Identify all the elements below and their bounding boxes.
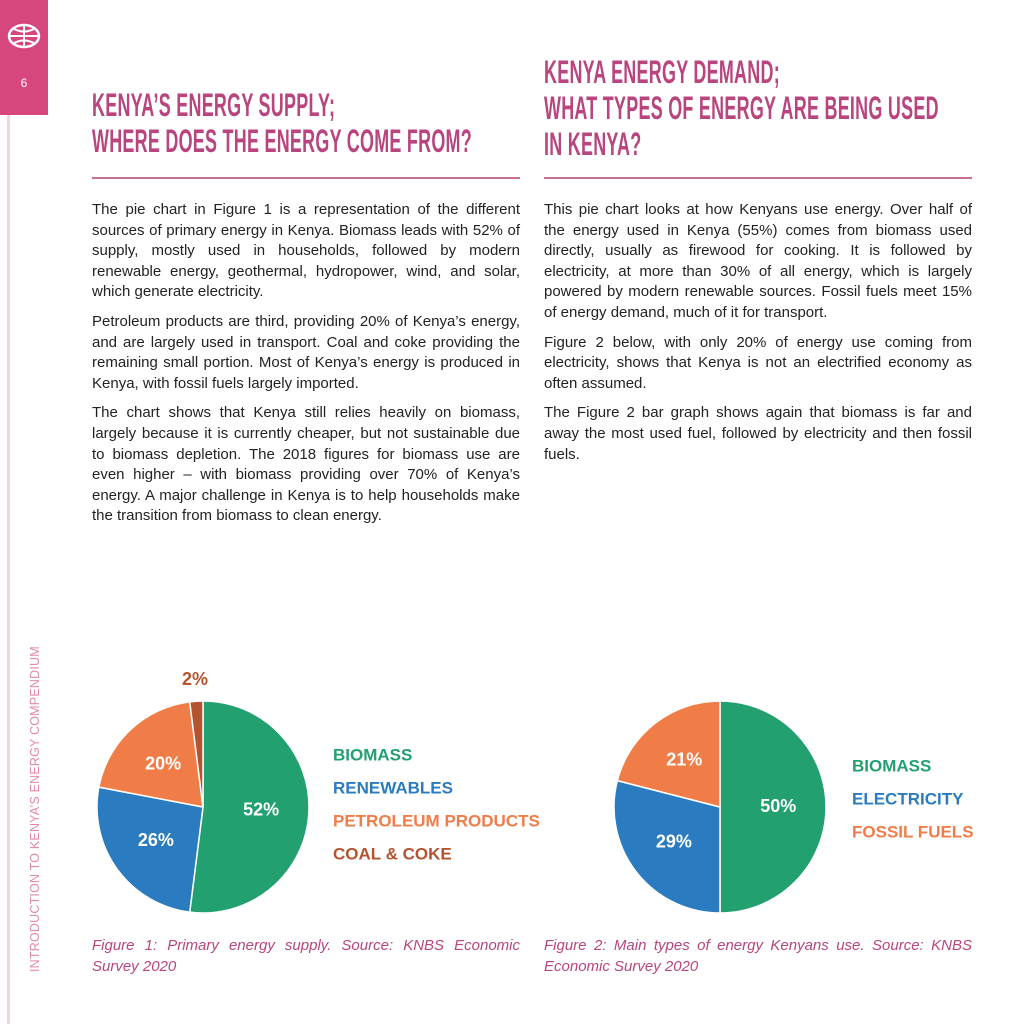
slice-label: 29%	[656, 831, 692, 851]
paragraph: This pie chart looks at how Kenyans use …	[544, 201, 972, 321]
sidebar-line	[7, 115, 10, 1024]
logo	[7, 23, 41, 49]
heading-line: KENYA ENERGY DEMAND;	[544, 54, 780, 90]
pie-chart: 52% BIOMASS 26% RENEWABLES 20% PETROLEUM PROD…	[96, 669, 540, 914]
legend-entry: ELECTRICITY	[852, 789, 964, 808]
pie-slice	[616, 700, 721, 808]
paragraph: The chart shows that Kenya still relies …	[92, 404, 520, 525]
pie-slice	[96, 786, 204, 914]
vertical-title: INTRODUCTION TO KENYA’S ENERGY COMPENDIU…	[28, 646, 42, 972]
pie-slice	[97, 700, 204, 808]
page-number: 6	[20, 76, 28, 90]
heading-line: IN KENYA?	[544, 126, 642, 162]
legend-entry: COAL & COKE	[333, 844, 452, 863]
slice-label: 52%	[243, 799, 279, 819]
right-text: This pie chart looks at how Kenyans use …	[544, 200, 972, 474]
paragraph: The pie chart in Figure 1 is a represent…	[92, 201, 520, 301]
heading-line: WHAT TYPES OF ENERGY ARE BEING USED	[544, 90, 939, 126]
left-heading: KENYA’S ENERGY SUPPLY; WHERE DOES THE EN…	[92, 87, 771, 159]
paragraph: Petroleum products are third, providing …	[92, 312, 520, 392]
slice-label: 2%	[182, 669, 208, 689]
pie-slice	[719, 700, 827, 914]
heading-line: KENYA’S ENERGY SUPPLY;	[92, 87, 336, 123]
paragraph: The Figure 2 bar graph shows again that …	[544, 404, 972, 463]
rule	[92, 177, 520, 179]
rule	[544, 177, 972, 179]
pie-slice	[188, 700, 204, 808]
slice-label: 21%	[666, 750, 702, 770]
caption: Figure 1: Primary energy supply. Source:…	[92, 937, 520, 975]
legend-entry: PETROLEUM PRODUCTS	[333, 811, 540, 830]
legend-entry: BIOMASS	[852, 756, 931, 775]
pie-slice	[613, 779, 721, 914]
legend-entry: BIOMASS	[333, 745, 412, 764]
sidebar-tab: 6	[0, 0, 48, 115]
right-heading: KENYA ENERGY DEMAND; WHAT TYPES OF ENERG…	[544, 54, 1022, 162]
caption: Figure 2: Main types of energy Kenyans u…	[544, 937, 972, 975]
heading-line: WHERE DOES THE ENERGY COME FROM?	[92, 123, 472, 159]
legend-entry: RENEWABLES	[333, 778, 453, 797]
pie-slice	[188, 700, 310, 914]
pie-chart: 50% BIOMASS 29% ELECTRICITY 21% FOSSIL FUELS	[613, 700, 974, 914]
slice-label: 20%	[145, 753, 181, 773]
paragraph: Figure 2 below, with only 20% of energy …	[544, 333, 972, 392]
legend-entry: FOSSIL FUELS	[852, 822, 974, 841]
slice-label: 26%	[138, 830, 174, 850]
slice-label: 50%	[760, 796, 796, 816]
left-text: The pie chart in Figure 1 is a represent…	[92, 200, 520, 536]
